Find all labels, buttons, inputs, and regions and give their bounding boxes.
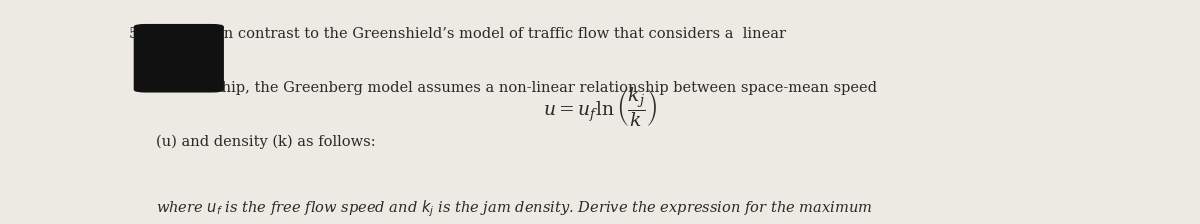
Text: where $u_f$ is the free flow speed and $k_j$ is the jam density. Derive the expr: where $u_f$ is the free flow speed and $… bbox=[156, 198, 872, 219]
Text: relationship, the Greenberg model assumes a non-linear relationship between spac: relationship, the Greenberg model assume… bbox=[156, 81, 877, 95]
FancyBboxPatch shape bbox=[134, 25, 223, 92]
Text: (u) and density (k) as follows:: (u) and density (k) as follows: bbox=[156, 134, 376, 149]
Text: $u = u_f \ln \left( \dfrac{k_j}{k} \right)$: $u = u_f \ln \left( \dfrac{k_j}{k} \righ… bbox=[542, 86, 658, 129]
Text: In contrast to the Greenshield’s model of traffic flow that considers a  linear: In contrast to the Greenshield’s model o… bbox=[218, 27, 786, 41]
Text: 5): 5) bbox=[128, 27, 144, 41]
